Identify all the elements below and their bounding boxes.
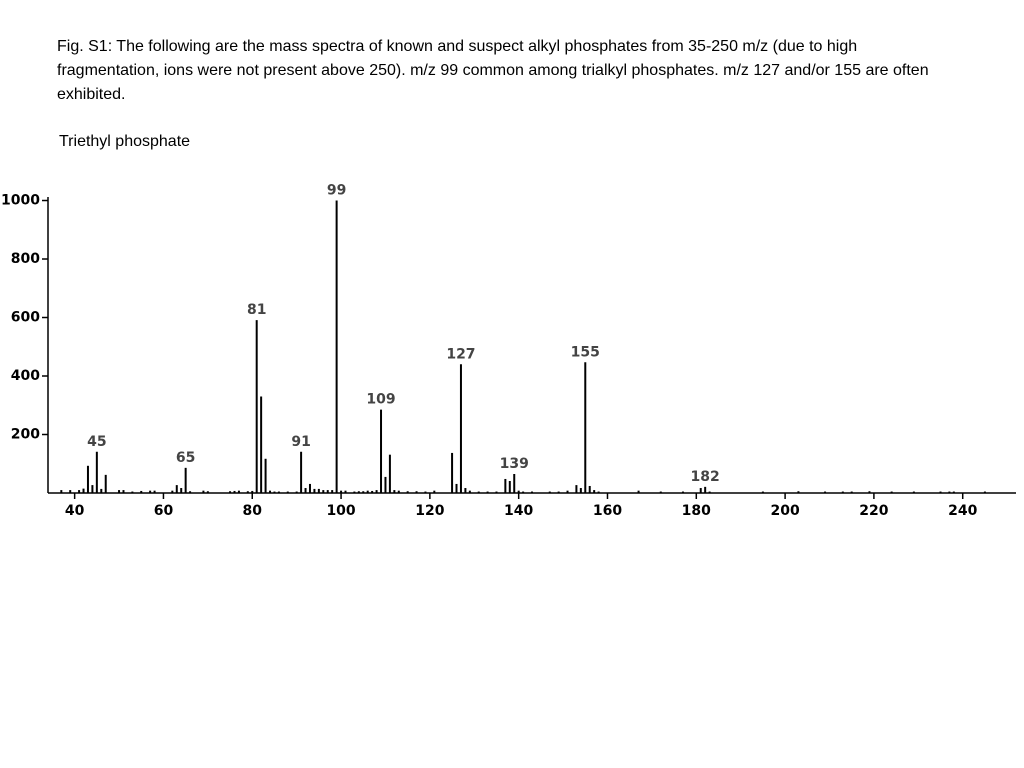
peak-label: 139 bbox=[500, 456, 529, 472]
x-tick-label: 140 bbox=[504, 503, 533, 519]
x-tick-label: 200 bbox=[770, 503, 799, 519]
x-tick-label: 80 bbox=[243, 503, 263, 519]
peak-label: 155 bbox=[571, 344, 600, 360]
y-tick-label: 600 bbox=[11, 310, 40, 326]
y-tick-label: 400 bbox=[11, 368, 40, 384]
x-tick-label: 60 bbox=[154, 503, 174, 519]
x-tick-label: 40 bbox=[65, 503, 85, 519]
y-tick-label: 800 bbox=[11, 251, 40, 267]
y-tick-label: 1000 bbox=[1, 193, 40, 209]
x-tick-label: 220 bbox=[859, 503, 888, 519]
peak-label: 45 bbox=[87, 434, 106, 450]
x-tick-label: 180 bbox=[682, 503, 711, 519]
x-tick-label: 100 bbox=[326, 503, 355, 519]
peak-label: 65 bbox=[176, 450, 195, 466]
caption: Fig. S1: The following are the mass spec… bbox=[57, 38, 929, 103]
y-tick-label: 200 bbox=[11, 427, 40, 443]
peak-label: 182 bbox=[691, 469, 720, 485]
x-tick-label: 160 bbox=[593, 503, 622, 519]
peak-label: 127 bbox=[446, 346, 475, 362]
peak-label: 81 bbox=[247, 302, 266, 318]
x-tick-label: 240 bbox=[948, 503, 977, 519]
x-tick-label: 120 bbox=[415, 503, 444, 519]
peak-label: 99 bbox=[327, 183, 346, 199]
peak-label: 109 bbox=[366, 392, 395, 408]
chart-title: Triethyl phosphate bbox=[59, 133, 191, 150]
peak-label: 91 bbox=[291, 434, 310, 450]
